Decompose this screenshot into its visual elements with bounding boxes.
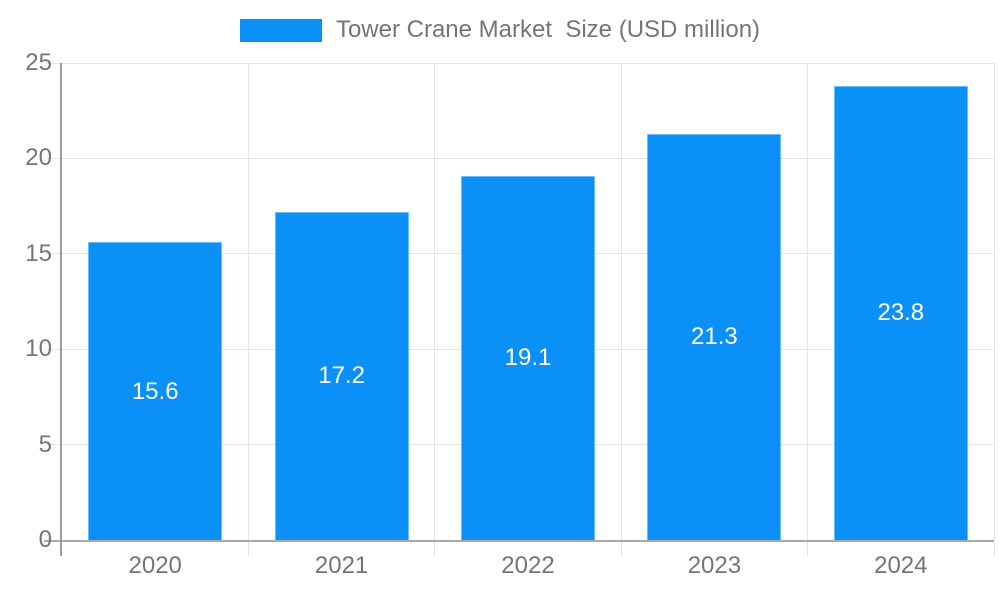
- y-axis-tick-label: 15: [25, 239, 52, 267]
- x-axis-tick: [993, 542, 995, 556]
- x-axis-tick: [620, 542, 622, 556]
- x-axis-tick: [247, 542, 249, 556]
- y-axis-tick-label: 10: [25, 335, 52, 363]
- bar[interactable]: 15.6: [88, 242, 223, 540]
- x-axis-tick: [434, 542, 436, 556]
- y-axis-tick: [46, 348, 60, 350]
- y-axis-tick: [46, 444, 60, 446]
- bar[interactable]: 23.8: [833, 85, 968, 540]
- x-axis-tick-label: 2024: [874, 552, 928, 579]
- y-axis-line: [60, 540, 62, 556]
- plot-area: 15.6 17.2 19.1 21.3 23.8: [44, 62, 995, 556]
- x-axis-tick: [807, 542, 809, 556]
- bar[interactable]: 19.1: [461, 175, 595, 540]
- x-gridline: [993, 63, 995, 540]
- y-axis-tick-label: 20: [25, 144, 52, 172]
- x-axis-tick-label: 2022: [501, 552, 555, 579]
- bar-value-label: 21.3: [691, 323, 738, 351]
- x-axis-tick-label: 2020: [128, 552, 182, 579]
- y-gridline: [62, 157, 994, 159]
- chart-legend[interactable]: Tower Crane Market Size (USD million): [0, 16, 1000, 44]
- x-axis-line: [44, 540, 60, 542]
- y-gridline: [62, 62, 994, 64]
- bar-value-label: 23.8: [877, 299, 925, 327]
- x-axis-tick-label: 2021: [314, 552, 369, 579]
- bar[interactable]: 17.2: [274, 211, 409, 540]
- x-gridline: [247, 63, 249, 540]
- x-gridline: [807, 63, 809, 540]
- x-axis-tick-label: 2023: [687, 552, 742, 579]
- y-axis-tick: [46, 62, 60, 64]
- y-axis-tick: [46, 157, 60, 159]
- x-gridline: [620, 63, 622, 540]
- legend-swatch-icon: [239, 18, 322, 42]
- bar-value-label: 19.1: [504, 344, 552, 372]
- bar-value-label: 17.2: [318, 362, 365, 390]
- y-axis-tick-label: 0: [38, 526, 52, 553]
- legend-label: Tower Crane Market Size (USD million): [335, 16, 761, 43]
- y-axis-tick-label: 25: [25, 49, 52, 76]
- bar[interactable]: 21.3: [647, 133, 782, 540]
- bar-value-label: 15.6: [131, 377, 179, 405]
- y-axis-tick: [46, 253, 60, 255]
- x-gridline: [434, 63, 436, 540]
- y-axis-tick-label: 5: [38, 430, 52, 458]
